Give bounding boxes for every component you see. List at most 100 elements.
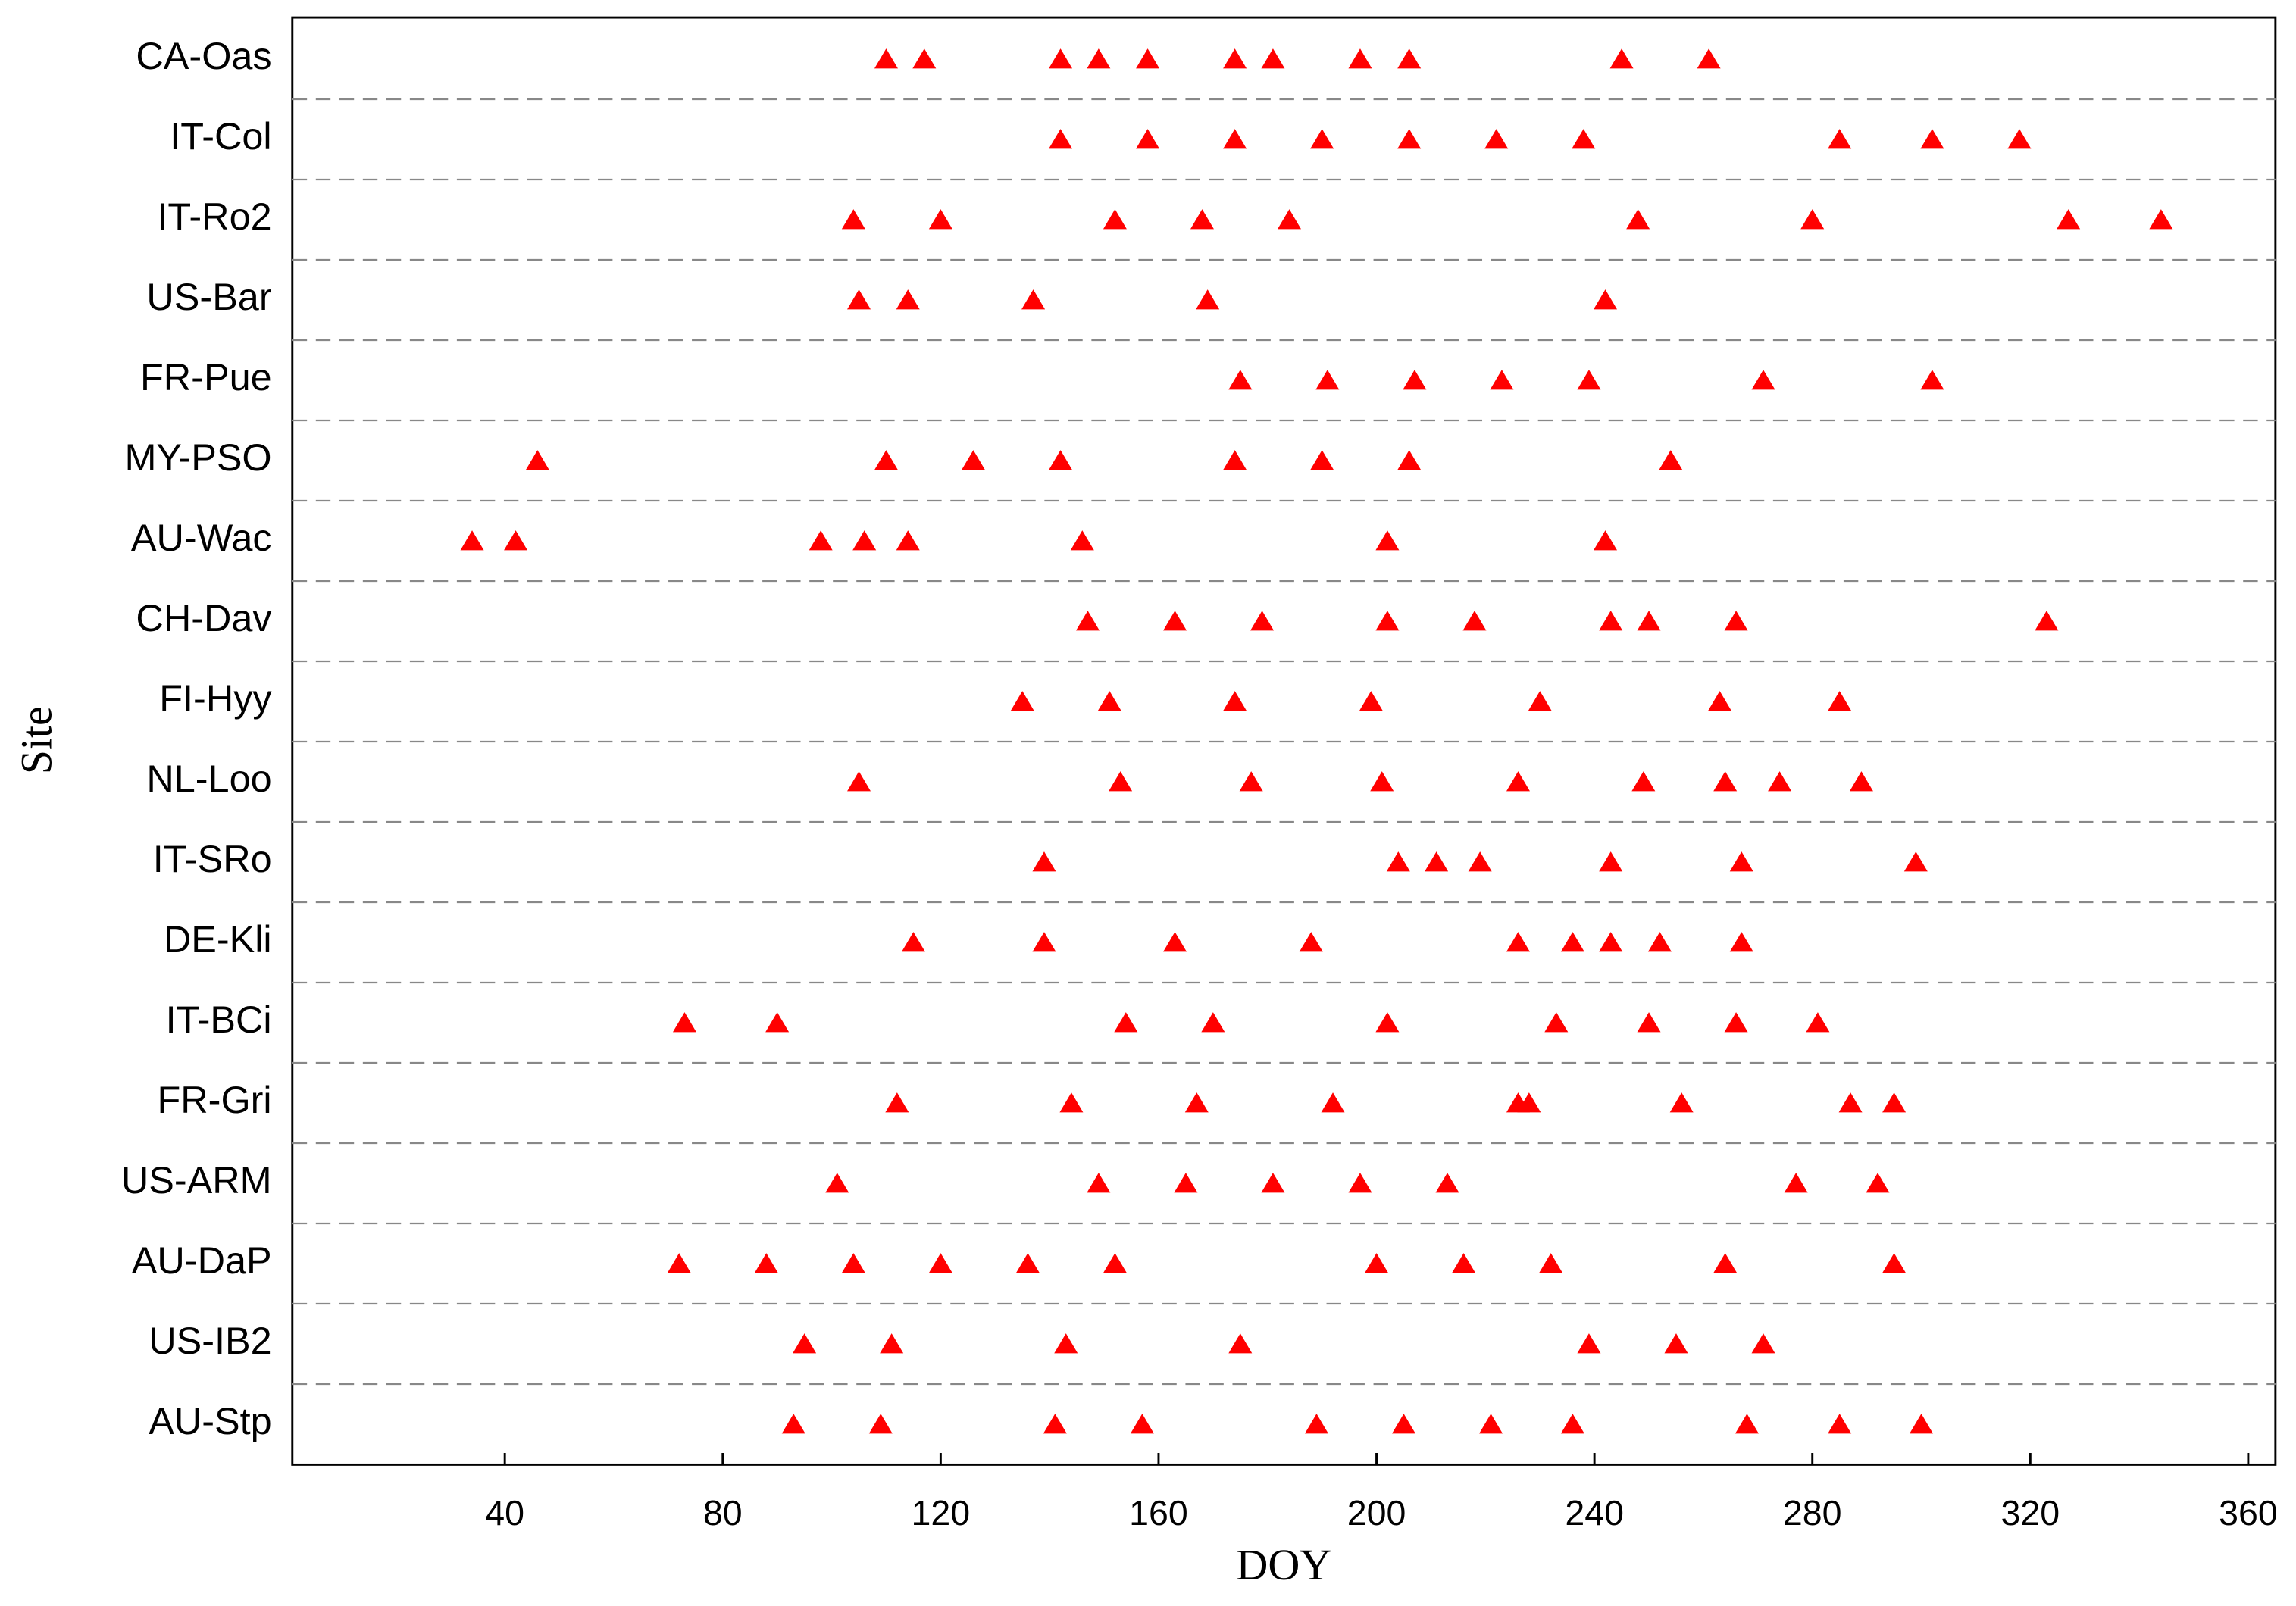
point bbox=[1920, 129, 1944, 149]
point bbox=[765, 1012, 790, 1033]
point bbox=[1348, 1173, 1372, 1193]
point bbox=[1239, 771, 1263, 792]
point bbox=[1697, 48, 1721, 69]
point bbox=[1375, 1012, 1400, 1033]
point bbox=[1223, 450, 1247, 470]
point bbox=[2149, 209, 2173, 230]
point bbox=[1310, 450, 1334, 470]
point bbox=[1577, 370, 1601, 390]
point bbox=[1669, 1092, 1694, 1113]
point bbox=[1054, 1333, 1078, 1354]
point bbox=[1277, 209, 1302, 230]
point bbox=[847, 771, 871, 792]
point bbox=[1751, 370, 1775, 390]
point bbox=[1452, 1253, 1476, 1273]
point bbox=[1130, 1414, 1154, 1434]
point bbox=[1021, 289, 1046, 310]
point bbox=[1299, 932, 1323, 952]
point bbox=[1375, 611, 1400, 631]
point bbox=[1560, 1414, 1584, 1434]
point bbox=[1087, 1173, 1111, 1193]
point bbox=[1087, 48, 1111, 69]
y-tick-label: CA-Oas bbox=[136, 35, 271, 77]
x-tick-label: 80 bbox=[703, 1493, 743, 1533]
point bbox=[961, 450, 986, 470]
y-tick-label: US-ARM bbox=[121, 1159, 272, 1201]
x-tick-label: 280 bbox=[1783, 1493, 1842, 1533]
y-tick-label: AU-Stp bbox=[149, 1400, 271, 1442]
point bbox=[1375, 530, 1400, 551]
point bbox=[1528, 691, 1552, 711]
point bbox=[847, 289, 871, 310]
point bbox=[1882, 1253, 1907, 1273]
point bbox=[1109, 771, 1133, 792]
point bbox=[852, 530, 877, 551]
point bbox=[1659, 450, 1683, 470]
point bbox=[1490, 370, 1514, 390]
point bbox=[1103, 209, 1127, 230]
y-tick-label: AU-Wac bbox=[131, 517, 272, 559]
point bbox=[1484, 129, 1509, 149]
point bbox=[1784, 1173, 1808, 1193]
point bbox=[1506, 932, 1530, 952]
x-tick-label: 160 bbox=[1129, 1493, 1188, 1533]
y-tick-label: FI-Hyy bbox=[159, 677, 271, 720]
point bbox=[825, 1173, 849, 1193]
point bbox=[1304, 1414, 1328, 1434]
point bbox=[1043, 1414, 1067, 1434]
x-tick-label: 40 bbox=[485, 1493, 524, 1533]
point bbox=[1664, 1333, 1688, 1354]
point bbox=[1321, 1092, 1345, 1113]
point bbox=[1261, 48, 1285, 69]
point bbox=[1184, 1092, 1209, 1113]
point bbox=[1075, 611, 1100, 631]
y-tick-label: MY-PSO bbox=[124, 436, 271, 479]
point bbox=[928, 209, 952, 230]
point bbox=[1223, 48, 1247, 69]
point bbox=[1599, 611, 1623, 631]
point bbox=[1539, 1253, 1563, 1273]
point bbox=[1097, 691, 1121, 711]
point bbox=[2057, 209, 2081, 230]
point bbox=[1049, 48, 1073, 69]
y-tick-label: FR-Gri bbox=[157, 1079, 271, 1121]
point bbox=[1462, 611, 1487, 631]
point bbox=[1751, 1333, 1775, 1354]
point bbox=[1828, 129, 1852, 149]
point bbox=[1713, 1253, 1738, 1273]
point bbox=[874, 450, 898, 470]
point bbox=[896, 530, 920, 551]
point bbox=[1599, 932, 1623, 952]
point bbox=[1397, 48, 1422, 69]
point bbox=[1735, 1414, 1759, 1434]
x-tick-label: 320 bbox=[2001, 1493, 2060, 1533]
point bbox=[1626, 209, 1650, 230]
point bbox=[896, 289, 920, 310]
point bbox=[1828, 1414, 1852, 1434]
point bbox=[1425, 851, 1449, 872]
point bbox=[1910, 1414, 1934, 1434]
point bbox=[667, 1253, 691, 1273]
point bbox=[1010, 691, 1034, 711]
point bbox=[1594, 530, 1618, 551]
point bbox=[1163, 611, 1187, 631]
point bbox=[460, 530, 484, 551]
point bbox=[1724, 611, 1748, 631]
point bbox=[1838, 1092, 1863, 1113]
point bbox=[874, 48, 898, 69]
point bbox=[1849, 771, 1873, 792]
point bbox=[1707, 691, 1732, 711]
point bbox=[1920, 370, 1944, 390]
point bbox=[912, 48, 937, 69]
y-tick-label: CH-Dav bbox=[136, 597, 271, 639]
y-tick-label: US-Bar bbox=[146, 276, 271, 318]
y-tick-label: IT-SRo bbox=[153, 838, 272, 880]
point bbox=[880, 1333, 904, 1354]
y-tick-label: NL-Loo bbox=[146, 758, 271, 800]
y-tick-label: DE-Kli bbox=[164, 918, 272, 961]
point bbox=[1059, 1092, 1084, 1113]
y-tick-label: IT-Col bbox=[170, 115, 271, 158]
x-tick-label: 360 bbox=[2219, 1493, 2278, 1533]
point bbox=[1032, 932, 1056, 952]
